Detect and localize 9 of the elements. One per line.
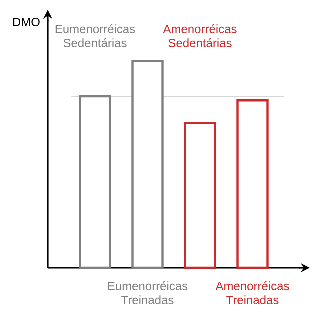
x-tick-label: Eumenorréicas Sedentárias: [56, 24, 136, 48]
x-tick-label: Eumenorréicas Treinadas: [108, 282, 188, 304]
bar: [132, 60, 164, 270]
x-tick-label: Amenorréicas Treinadas: [216, 282, 290, 304]
bar: [236, 100, 269, 270]
y-axis-title: DMO: [13, 18, 40, 26]
x-tick-label: Amenorréicas Sedentárias: [163, 24, 237, 48]
bar: [79, 95, 112, 270]
bar: [184, 122, 216, 270]
